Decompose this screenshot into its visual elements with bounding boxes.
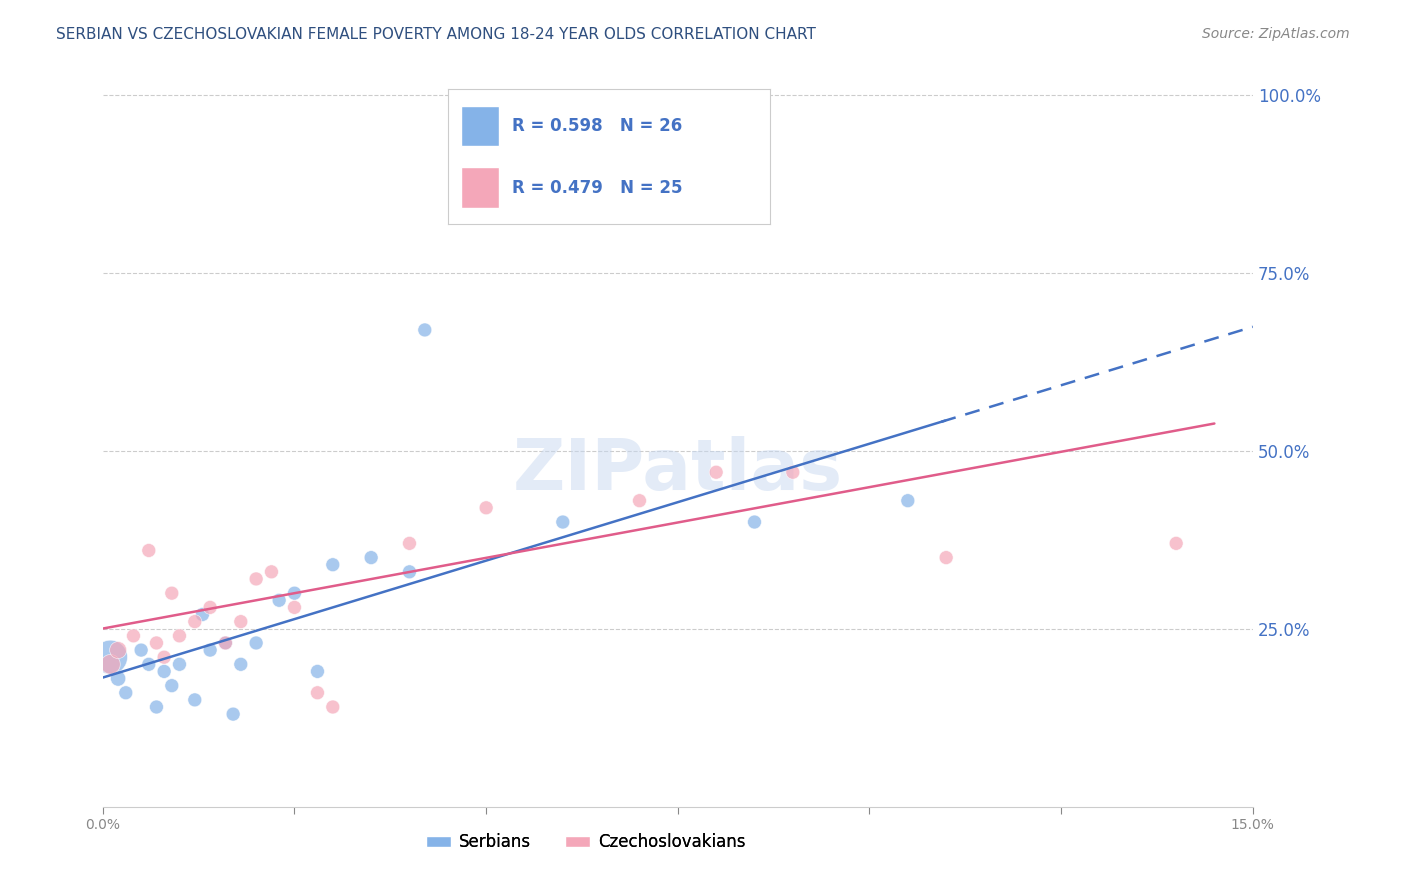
Legend: Serbians, Czechoslovakians: Serbians, Czechoslovakians [419,827,752,858]
Point [283,586,305,600]
Text: Source: ZipAtlas.com: Source: ZipAtlas.com [1202,27,1350,41]
Point [184,615,207,629]
Point [269,593,291,607]
Point [307,686,329,700]
Point [551,194,574,209]
Point [153,650,176,665]
Point [229,615,252,629]
Point [935,550,957,565]
Point [198,643,221,657]
Point [413,323,436,337]
Point [138,543,160,558]
Point [145,700,167,714]
Point [153,665,176,679]
Text: ZIPatlas: ZIPatlas [513,436,842,505]
Point [398,536,420,550]
Point [214,636,236,650]
Point [398,565,420,579]
Point [283,600,305,615]
Point [245,636,267,650]
Point [360,550,382,565]
Text: SERBIAN VS CZECHOSLOVAKIAN FEMALE POVERTY AMONG 18-24 YEAR OLDS CORRELATION CHAR: SERBIAN VS CZECHOSLOVAKIAN FEMALE POVERT… [56,27,815,42]
Point [114,686,136,700]
Point [129,643,152,657]
Point [307,665,329,679]
Point [782,465,804,479]
Point [184,693,207,707]
Point [160,679,183,693]
Point [214,636,236,650]
Point [475,500,498,515]
Point [145,636,167,650]
Point [322,558,344,572]
Point [551,515,574,529]
Point [169,629,191,643]
Point [191,607,214,622]
Point [198,600,221,615]
Point [138,657,160,672]
Point [245,572,267,586]
Point [100,650,122,665]
Point [322,700,344,714]
Point [1166,536,1188,550]
Point [704,465,727,479]
Point [897,493,920,508]
Point [107,643,129,657]
Point [160,586,183,600]
Point [222,707,245,722]
Point [260,565,283,579]
Point [169,657,191,672]
Point [122,629,145,643]
Point [229,657,252,672]
Point [107,672,129,686]
Point [744,515,766,529]
Point [628,493,651,508]
Point [100,657,122,672]
